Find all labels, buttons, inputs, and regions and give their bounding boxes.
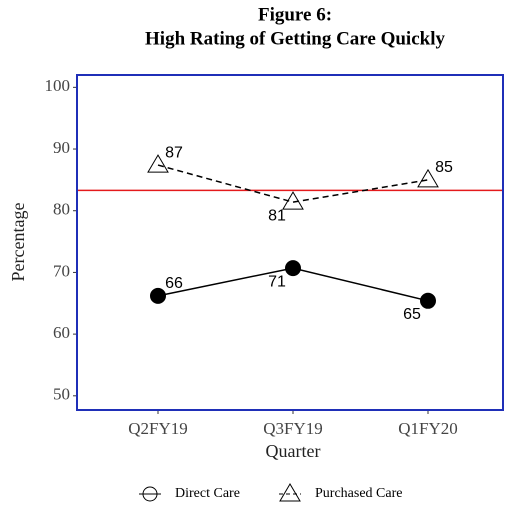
x-tick-label: Q1FY20 [398, 419, 458, 438]
y-tick-label: 100 [45, 76, 71, 95]
y-axis-label: Percentage [8, 203, 28, 282]
data-label: 71 [268, 273, 286, 290]
y-tick-label: 70 [53, 261, 70, 280]
legend-marker [279, 483, 301, 502]
y-tick-label: 50 [53, 385, 70, 404]
x-tick-label: Q2FY19 [128, 419, 188, 438]
data-label: 81 [268, 207, 286, 224]
x-tick-label: Q3FY19 [263, 419, 323, 438]
data-label: 65 [403, 306, 421, 323]
data-label: 85 [435, 159, 453, 176]
y-tick-label: 90 [53, 138, 70, 157]
data-label: 66 [165, 275, 183, 292]
chart-subtitle: High Rating of Getting Care Quickly [145, 28, 445, 49]
legend-marker [142, 486, 158, 502]
x-axis-label: Quarter [266, 441, 321, 461]
y-tick-label: 60 [53, 323, 70, 342]
legend-label: Purchased Care [315, 486, 402, 501]
panel-border [76, 74, 504, 411]
point [147, 154, 169, 173]
data-label: 87 [165, 144, 183, 161]
point [150, 287, 166, 304]
point [420, 292, 436, 309]
y-tick-label: 80 [53, 200, 70, 219]
chart-title: Figure 6: [258, 4, 332, 25]
point [285, 260, 301, 277]
legend-label: Direct Care [175, 486, 240, 501]
point [417, 168, 439, 188]
series-line [157, 164, 429, 203]
point [282, 191, 304, 210]
